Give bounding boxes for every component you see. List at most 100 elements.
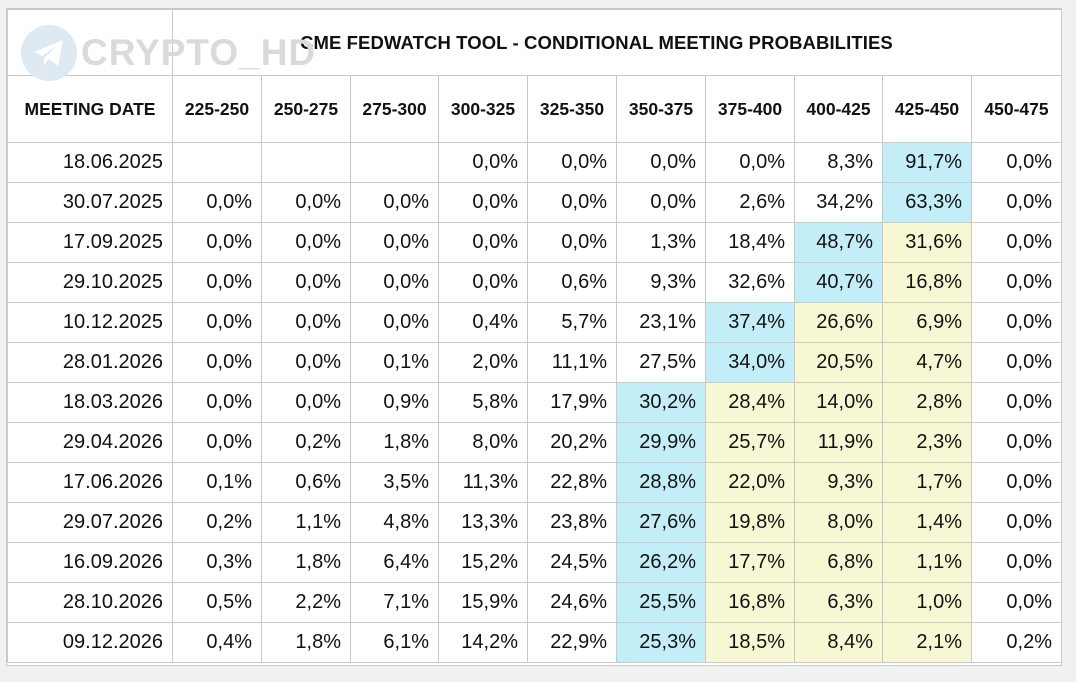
column-header-meeting-date: MEETING DATE xyxy=(7,75,173,143)
probability-cell: 15,2% xyxy=(438,542,528,583)
probability-cell: 6,3% xyxy=(794,582,883,623)
probability-cell: 6,8% xyxy=(794,542,883,583)
probability-cell: 0,5% xyxy=(172,582,262,623)
probability-cell: 2,3% xyxy=(882,422,972,463)
title-row: CME FEDWATCH TOOL - CONDITIONAL MEETING … xyxy=(7,9,1063,76)
meeting-date-cell: 10.12.2025 xyxy=(7,302,173,343)
probability-cell: 34,2% xyxy=(794,182,883,223)
probability-cell: 15,9% xyxy=(438,582,528,623)
meeting-date-cell: 18.03.2026 xyxy=(7,382,173,423)
probability-cell: 29,9% xyxy=(616,422,706,463)
probability-cell: 0,0% xyxy=(261,222,351,263)
probability-cell: 48,7% xyxy=(794,222,883,263)
probability-cell: 9,3% xyxy=(616,262,706,303)
probability-cell: 1,8% xyxy=(261,622,351,663)
probability-cell: 31,6% xyxy=(882,222,972,263)
probability-cell: 0,0% xyxy=(970,582,1063,623)
probability-cell: 63,3% xyxy=(882,182,972,223)
column-header-rate-range: 400-425 xyxy=(794,75,883,143)
probability-cell: 8,3% xyxy=(794,142,883,183)
probability-cell: 0,0% xyxy=(172,422,262,463)
probability-cell: 27,6% xyxy=(616,502,706,543)
probability-cell: 0,4% xyxy=(172,622,262,663)
probability-cell: 4,7% xyxy=(882,342,972,383)
probability-cell: 0,0% xyxy=(350,302,439,343)
probability-cell: 19,8% xyxy=(705,502,795,543)
probability-cell: 0,4% xyxy=(438,302,528,343)
probability-cell: 0,0% xyxy=(970,182,1063,223)
probability-cell: 20,2% xyxy=(527,422,617,463)
probability-cell: 1,3% xyxy=(616,222,706,263)
probability-cell: 1,1% xyxy=(882,542,972,583)
probability-cell: 9,3% xyxy=(794,462,883,503)
column-header-rate-range: 300-325 xyxy=(438,75,528,143)
probability-cell: 0,1% xyxy=(172,462,262,503)
probability-cell: 16,8% xyxy=(705,582,795,623)
probability-cell: 3,5% xyxy=(350,462,439,503)
probability-cell: 4,8% xyxy=(350,502,439,543)
probability-cell: 0,0% xyxy=(172,302,262,343)
probability-cell: 16,8% xyxy=(882,262,972,303)
probability-cell: 0,0% xyxy=(261,382,351,423)
probability-cell: 0,0% xyxy=(970,142,1063,183)
table-row: 28.01.2026 0,0% 0,0% 0,1% 2,0% 11,1% 27,5% 34,0… xyxy=(7,342,1063,383)
probability-cell: 17,9% xyxy=(527,382,617,423)
probability-cell: 91,7% xyxy=(882,142,972,183)
meeting-date-cell: 17.09.2025 xyxy=(7,222,173,263)
column-header-rate-range: 325-350 xyxy=(527,75,617,143)
probability-cell: 6,4% xyxy=(350,542,439,583)
probability-cell: 26,2% xyxy=(616,542,706,583)
probability-cell: 6,9% xyxy=(882,302,972,343)
probability-cell: 0,0% xyxy=(705,142,795,183)
table-row: 10.12.2025 0,0% 0,0% 0,0% 0,4% 5,7% 23,1% 37,4%… xyxy=(7,302,1063,343)
meeting-date-cell: 30.07.2025 xyxy=(7,182,173,223)
probability-cell: 1,0% xyxy=(882,582,972,623)
probability-cell: 0,0% xyxy=(261,342,351,383)
table-row: 29.10.2025 0,0% 0,0% 0,0% 0,0% 0,6% 9,3% 32,6% 4… xyxy=(7,262,1063,303)
probability-cell: 8,0% xyxy=(794,502,883,543)
probability-cell: 23,8% xyxy=(527,502,617,543)
table-row: 30.07.2025 0,0% 0,0% 0,0% 0,0% 0,0% 0,0% 2,6% 34… xyxy=(7,182,1063,223)
probability-cell: 0,0% xyxy=(350,222,439,263)
probability-cell: 0,0% xyxy=(970,422,1063,463)
probability-cell: 1,8% xyxy=(261,542,351,583)
probability-cell: 0,0% xyxy=(970,382,1063,423)
probability-cell: 14,0% xyxy=(794,382,883,423)
probability-cell: 0,0% xyxy=(172,262,262,303)
probability-cell: 0,0% xyxy=(527,142,617,183)
probability-cell: 0,2% xyxy=(261,422,351,463)
probability-cell: 5,8% xyxy=(438,382,528,423)
meeting-date-cell: 29.04.2026 xyxy=(7,422,173,463)
probability-cell: 0,0% xyxy=(970,342,1063,383)
probability-cell: 0,2% xyxy=(172,502,262,543)
probability-cell: 1,7% xyxy=(882,462,972,503)
probability-cell: 0,0% xyxy=(172,222,262,263)
probability-cell: 1,1% xyxy=(261,502,351,543)
probability-cell: 26,6% xyxy=(794,302,883,343)
probability-cell: 0,0% xyxy=(970,262,1063,303)
table-row: 29.07.2026 0,2% 1,1% 4,8% 13,3% 23,8% 27,6% 19,… xyxy=(7,502,1063,543)
table-row: 18.03.2026 0,0% 0,0% 0,9% 5,8% 17,9% 30,2% 28,4… xyxy=(7,382,1063,423)
probability-cell: 22,9% xyxy=(527,622,617,663)
header-row: MEETING DATE 225-250 250-275 275-300 300-325… xyxy=(7,75,1063,143)
table-row: 09.12.2026 0,4% 1,8% 6,1% 14,2% 22,9% 25,3% 18,… xyxy=(7,622,1063,663)
probability-cell: 0,0% xyxy=(970,302,1063,343)
probability-cell: 30,2% xyxy=(616,382,706,423)
column-header-rate-range: 450-475 xyxy=(970,75,1063,143)
column-header-rate-range: 425-450 xyxy=(882,75,972,143)
probability-cell: 17,7% xyxy=(705,542,795,583)
probability-cell: 2,0% xyxy=(438,342,528,383)
meeting-date-cell: 29.07.2026 xyxy=(7,502,173,543)
probability-cell: 22,8% xyxy=(527,462,617,503)
probability-cell: 2,2% xyxy=(261,582,351,623)
probability-cell xyxy=(261,142,351,183)
probability-cell: 0,9% xyxy=(350,382,439,423)
probability-cell: 0,0% xyxy=(172,342,262,383)
probability-cell: 40,7% xyxy=(794,262,883,303)
probability-cell: 0,0% xyxy=(438,182,528,223)
probability-cell: 0,0% xyxy=(172,182,262,223)
table-row: 18.06.2025 0,0% 0,0% 0,0% 0,0% 8,3% 91,7% 0,0% xyxy=(7,142,1063,183)
probability-cell: 25,3% xyxy=(616,622,706,663)
probability-cell: 0,0% xyxy=(438,262,528,303)
probability-cell: 28,8% xyxy=(616,462,706,503)
